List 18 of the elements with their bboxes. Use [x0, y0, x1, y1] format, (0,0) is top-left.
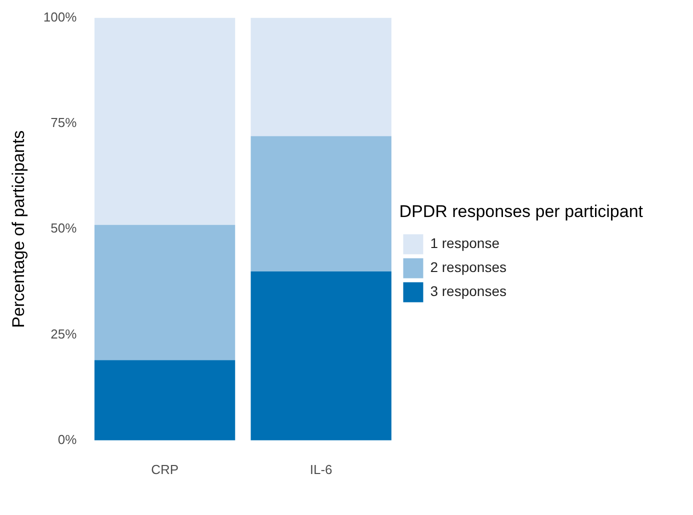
bar: [94, 224, 236, 360]
y-tick-label: 25%: [50, 326, 78, 342]
y-tick-label: 0%: [58, 432, 78, 447]
y-tick-label: 50%: [50, 220, 78, 236]
bar: [250, 136, 392, 272]
bar: [94, 18, 236, 225]
y-axis-title: Percentage of participants: [8, 130, 28, 328]
legend-title: DPDR responses per participant: [399, 202, 644, 221]
x-tick-label: CRP: [151, 462, 179, 477]
legend-label: 3 responses: [430, 283, 507, 300]
bar: [94, 360, 236, 440]
legend-label: 1 response: [430, 235, 500, 252]
x-tick-label: IL-6: [310, 462, 332, 477]
y-tick-label: 75%: [50, 115, 78, 130]
legend-label: 2 responses: [430, 259, 507, 276]
bar: [250, 271, 392, 440]
y-tick-label: 100%: [43, 9, 78, 24]
bar: [250, 18, 392, 136]
